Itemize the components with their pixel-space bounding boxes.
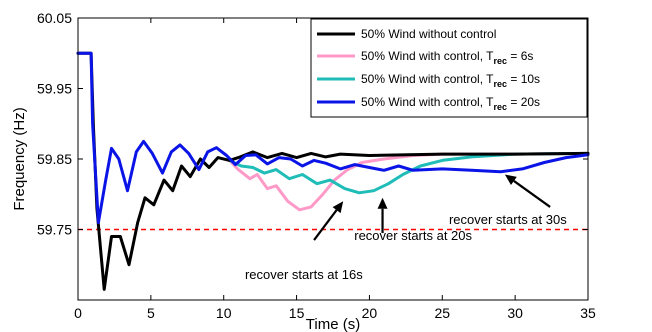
- annotation-arrow-shaft: [313, 209, 338, 241]
- x-tick-label: 20: [362, 305, 378, 321]
- series-layer: [76, 51, 590, 291]
- legend-entry-0: 50% Wind without control: [361, 27, 496, 41]
- legend-entry-2: 50% Wind with control, Trec = 10s: [361, 72, 540, 89]
- annotation-label: recover starts at 30s: [449, 212, 567, 227]
- y-tick-label: 59.75: [37, 222, 72, 238]
- annotation-arrow-shaft: [513, 180, 551, 208]
- annotation-arrow-head: [504, 174, 517, 185]
- series-line-2: [228, 151, 590, 195]
- y-tick-label: 60.05: [37, 10, 72, 26]
- legend-entry-1: 50% Wind with control, Trec = 6s: [361, 49, 533, 66]
- y-axis-title: Frequency (Hz): [11, 107, 28, 210]
- x-tick-label: 5: [147, 305, 155, 321]
- annotation-layer: recover starts at 16s recover starts at 2…: [245, 174, 567, 282]
- series-line-0: [76, 51, 590, 291]
- annotation-arrow-head: [377, 197, 388, 209]
- x-tick-label: 0: [74, 305, 82, 321]
- x-axis-title: Time (s): [306, 316, 360, 332]
- annotation-label: recover starts at 20s: [354, 228, 472, 243]
- annotation-label: recover starts at 16s: [245, 267, 363, 282]
- legend-box: [310, 18, 588, 118]
- y-tick-label: 59.95: [37, 81, 72, 97]
- x-tick-label: 15: [289, 305, 305, 321]
- x-tick-label: 25: [434, 305, 450, 321]
- annotation-arrow-head: [332, 201, 344, 214]
- x-tick-label: 10: [216, 305, 232, 321]
- legend-entry-3: 50% Wind with control, Trec = 20s: [361, 95, 540, 112]
- legend: 50% Wind without control 50% Wind with co…: [310, 18, 588, 118]
- series-line-3: [76, 51, 590, 224]
- x-tick-label: 35: [580, 305, 596, 321]
- y-tick-label: 59.85: [37, 151, 72, 167]
- x-tick-label: 30: [507, 305, 523, 321]
